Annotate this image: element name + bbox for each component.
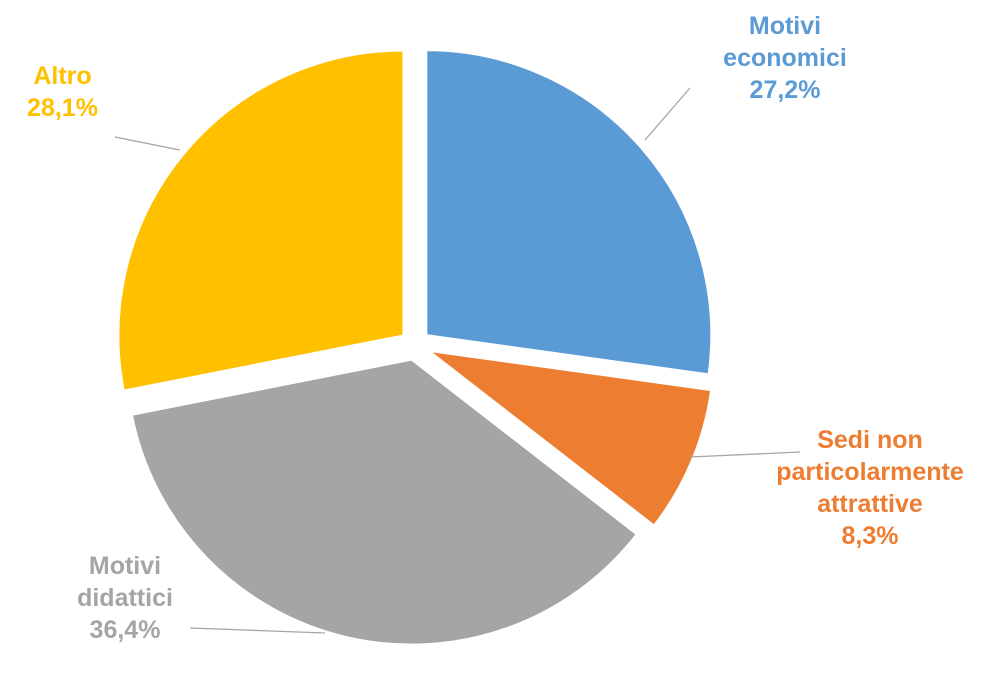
value-label: 36,4%: [89, 616, 161, 644]
category-label: Altro: [33, 62, 92, 90]
pie-slice: [130, 358, 639, 646]
pie-slice: [425, 49, 713, 376]
leader-line: [189, 627, 326, 634]
leader-line: [114, 136, 181, 151]
data-label: Altro 28,1%: [5, 60, 120, 124]
category-label: Sedi non particolarmente attrattive: [776, 426, 964, 518]
leader-line: [689, 451, 801, 458]
value-label: 28,1%: [27, 94, 98, 122]
pie-slice: [117, 49, 405, 392]
leader-line: [644, 87, 691, 141]
data-label: Motivi economici 27,2%: [695, 10, 875, 106]
pie-slice: [425, 349, 713, 527]
value-label: 27,2%: [749, 76, 821, 104]
data-label: Motivi didattici 36,4%: [40, 550, 210, 646]
value-label: 8,3%: [841, 522, 899, 550]
data-label: Sedi non particolarmente attrattive 8,3%: [760, 424, 980, 552]
category-label: Motivi didattici: [77, 552, 173, 612]
category-label: Motivi economici: [723, 12, 847, 72]
